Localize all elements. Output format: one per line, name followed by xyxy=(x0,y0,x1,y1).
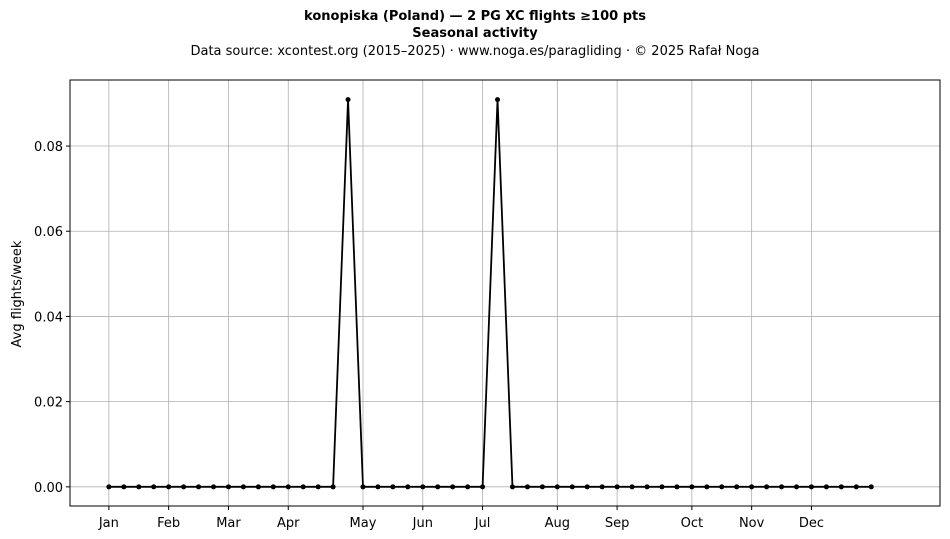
data-point-week-4 xyxy=(151,484,157,490)
data-point-week-22 xyxy=(420,484,426,490)
data-point-week-26 xyxy=(480,484,486,490)
data-point-week-31 xyxy=(554,484,560,490)
data-point-week-28 xyxy=(509,484,515,490)
data-point-week-41 xyxy=(704,484,710,490)
x-tick-label-nov: Nov xyxy=(739,516,765,531)
data-point-week-13 xyxy=(285,484,291,490)
data-point-week-12 xyxy=(270,484,276,490)
data-point-week-36 xyxy=(629,484,635,490)
data-point-week-47 xyxy=(793,484,799,490)
x-tick-label-jun: Jun xyxy=(412,516,433,531)
data-point-week-10 xyxy=(240,484,246,490)
data-source-note: Data source: xcontest.org (2015–2025) · … xyxy=(190,44,760,59)
chart-title: konopiska (Poland) — 2 PG XC flights ≥10… xyxy=(304,9,646,24)
data-point-week-21 xyxy=(405,484,411,490)
data-point-week-8 xyxy=(211,484,217,490)
grid-layer xyxy=(70,80,940,506)
data-point-week-35 xyxy=(614,484,620,490)
data-point-week-1 xyxy=(106,484,112,490)
data-point-week-34 xyxy=(599,484,605,490)
x-tick-label-mar: Mar xyxy=(216,516,241,531)
data-point-week-16 xyxy=(330,484,336,490)
x-tick-label-oct: Oct xyxy=(681,516,703,531)
data-point-week-15 xyxy=(315,484,321,490)
data-point-week-6 xyxy=(181,484,187,490)
axes-layer: Jan Feb Mar Apr May Jun Jul Aug Sep Oct Nov Dec 0.00… xyxy=(34,79,941,531)
data-point-week-43 xyxy=(734,484,740,490)
data-point-week-3 xyxy=(136,484,142,490)
x-tick-label-may: May xyxy=(350,516,377,531)
series-layer xyxy=(106,97,874,490)
data-point-week-30 xyxy=(539,484,545,490)
data-point-week-40 xyxy=(689,484,695,490)
data-point-week-18 xyxy=(360,484,366,490)
chart-title-block: konopiska (Poland) — 2 PG XC flights ≥10… xyxy=(0,8,950,60)
data-point-week-17 xyxy=(345,97,351,103)
y-tick-label-0: 0.00 xyxy=(34,481,63,496)
data-point-week-19 xyxy=(375,484,381,490)
data-point-week-45 xyxy=(764,484,770,490)
x-tick-label-apr: Apr xyxy=(277,516,300,531)
data-point-week-20 xyxy=(390,484,396,490)
y-tick-label-2: 0.04 xyxy=(34,310,63,325)
data-point-week-38 xyxy=(659,484,665,490)
plot-frame xyxy=(69,79,941,507)
x-tick-label-dec: Dec xyxy=(799,516,824,531)
data-point-week-14 xyxy=(300,484,306,490)
data-point-week-7 xyxy=(196,484,202,490)
data-point-week-50 xyxy=(838,484,844,490)
data-point-week-9 xyxy=(225,484,231,490)
series-line xyxy=(108,98,872,488)
data-point-week-29 xyxy=(524,484,530,490)
data-point-week-52 xyxy=(868,484,874,490)
data-point-week-42 xyxy=(719,484,725,490)
data-point-week-44 xyxy=(749,484,755,490)
y-axis-label: Avg flights/week xyxy=(10,240,25,347)
data-point-week-27 xyxy=(495,97,501,103)
data-point-week-33 xyxy=(584,484,590,490)
data-point-week-32 xyxy=(569,484,575,490)
x-tick-label-aug: Aug xyxy=(545,516,570,531)
data-point-week-48 xyxy=(808,484,814,490)
y-tick-label-1: 0.02 xyxy=(34,396,63,411)
chart-subtitle: Seasonal activity xyxy=(412,26,538,41)
data-point-week-11 xyxy=(255,484,261,490)
x-tick-label-sep: Sep xyxy=(605,516,630,531)
data-point-week-5 xyxy=(166,484,172,490)
data-point-week-23 xyxy=(435,484,441,490)
x-tick-label-jul: Jul xyxy=(474,516,491,531)
x-tick-label-feb: Feb xyxy=(157,516,180,531)
data-point-week-51 xyxy=(853,484,859,490)
data-point-week-37 xyxy=(644,484,650,490)
data-point-week-24 xyxy=(450,484,456,490)
data-point-week-25 xyxy=(465,484,471,490)
data-point-week-2 xyxy=(121,484,127,490)
data-point-week-39 xyxy=(674,484,680,490)
x-tick-label-jan: Jan xyxy=(98,516,119,531)
y-tick-label-4: 0.08 xyxy=(34,140,63,155)
y-tick-label-3: 0.06 xyxy=(34,225,63,240)
data-point-week-49 xyxy=(823,484,829,490)
data-point-week-46 xyxy=(779,484,785,490)
